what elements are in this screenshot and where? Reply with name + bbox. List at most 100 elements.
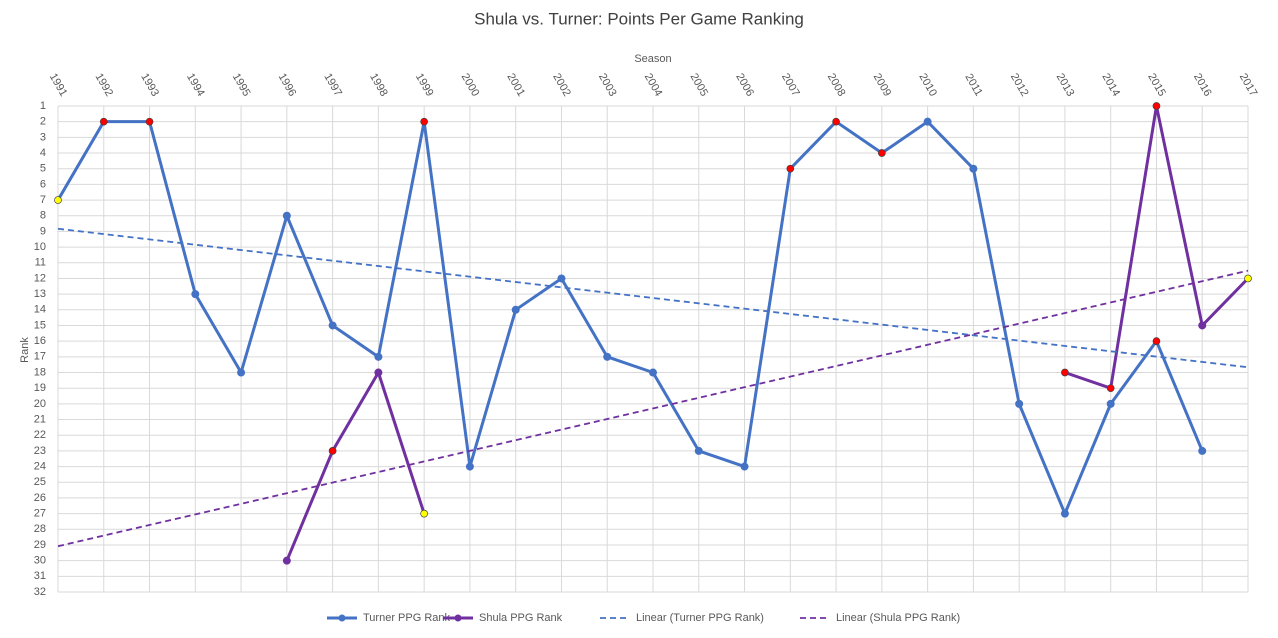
y-tick-label: 30 xyxy=(34,555,46,567)
y-tick-label: 1 xyxy=(40,100,46,112)
marker xyxy=(237,368,246,377)
x-tick-label: 2014 xyxy=(1099,71,1122,98)
y-tick-label: 2 xyxy=(40,116,46,128)
x-tick-label: 1996 xyxy=(276,71,299,98)
x-tick-label: 2017 xyxy=(1237,71,1260,98)
marker xyxy=(1198,321,1207,330)
marker xyxy=(511,305,520,314)
marker xyxy=(374,352,383,361)
legend-marker xyxy=(338,614,346,622)
x-tick-label: 1998 xyxy=(367,71,390,98)
y-tick-label: 20 xyxy=(34,398,46,410)
marker xyxy=(694,446,703,455)
y-tick-label: 7 xyxy=(40,194,46,206)
legend-marker xyxy=(454,614,462,622)
y-tick-label: 24 xyxy=(34,460,46,472)
y-tick-label: 17 xyxy=(34,351,46,363)
y-tick-label: 15 xyxy=(34,319,46,331)
y-tick-label: 29 xyxy=(34,539,46,551)
y-tick-label: 8 xyxy=(40,210,46,222)
x-tick-label: 1999 xyxy=(413,71,436,98)
marker xyxy=(282,556,291,565)
y-tick-label: 25 xyxy=(34,476,46,488)
x-tick-label: 2013 xyxy=(1054,71,1077,98)
marker xyxy=(54,196,62,204)
x-tick-label: 1993 xyxy=(138,71,161,98)
legend-label: Linear (Turner PPG Rank) xyxy=(636,612,764,624)
y-tick-label: 28 xyxy=(34,523,46,535)
series-line xyxy=(56,120,1204,516)
y-tick-label: 4 xyxy=(40,147,46,159)
marker xyxy=(1061,368,1069,377)
marker xyxy=(99,117,108,126)
chart-title: Shula vs. Turner: Points Per Game Rankin… xyxy=(474,9,804,28)
y-tick-label: 5 xyxy=(40,163,46,175)
marker xyxy=(420,117,429,126)
x-tick-label: 2004 xyxy=(642,71,665,98)
x-tick-label: 2009 xyxy=(871,71,894,98)
marker xyxy=(1060,509,1069,518)
y-tick-label: 14 xyxy=(34,304,46,316)
x-tick-label: 2000 xyxy=(459,71,482,98)
y-tick-label: 6 xyxy=(40,178,46,190)
marker xyxy=(740,462,749,471)
x-tick-label: 2005 xyxy=(688,71,711,98)
legend-label: Turner PPG Rank xyxy=(363,612,451,624)
x-tick-label: 2015 xyxy=(1145,71,1168,98)
y-tick-label: 13 xyxy=(34,288,46,300)
y-tick-label: 18 xyxy=(34,366,46,378)
marker xyxy=(328,321,337,330)
y-tick-label: 22 xyxy=(34,429,46,441)
marker xyxy=(145,117,154,126)
y-tick-label: 16 xyxy=(34,335,46,347)
x-tick-label: 1994 xyxy=(184,71,207,98)
y-tick-label: 26 xyxy=(34,492,46,504)
legend-label: Linear (Shula PPG Rank) xyxy=(836,612,960,624)
x-tick-label: 2003 xyxy=(596,71,619,98)
y-tick-label: 32 xyxy=(34,586,46,598)
marker xyxy=(557,274,566,283)
marker xyxy=(603,352,612,361)
x-axis-label: Season xyxy=(634,53,671,65)
marker xyxy=(923,117,932,126)
marker xyxy=(969,164,978,173)
marker xyxy=(282,211,291,220)
marker xyxy=(420,509,429,518)
x-tick-label: 2011 xyxy=(962,72,984,98)
y-axis-label: Rank xyxy=(19,337,31,363)
x-tick-label: 1997 xyxy=(321,71,344,98)
marker xyxy=(374,368,383,377)
marker xyxy=(191,290,200,299)
marker xyxy=(1015,399,1024,408)
x-tick-label: 2016 xyxy=(1191,71,1214,98)
x-tick-label: 1992 xyxy=(93,71,116,98)
y-tick-label: 11 xyxy=(35,257,46,269)
x-tick-label: 2010 xyxy=(916,71,939,98)
y-tick-label: 9 xyxy=(40,225,46,237)
y-tick-label: 21 xyxy=(34,413,46,425)
marker xyxy=(877,149,886,157)
y-tick-label: 10 xyxy=(34,241,46,253)
marker xyxy=(465,462,474,471)
marker xyxy=(832,117,840,126)
marker xyxy=(1198,446,1207,455)
x-tick-label: 1995 xyxy=(230,71,253,98)
marker xyxy=(786,164,795,173)
marker xyxy=(649,368,657,377)
y-tick-label: 27 xyxy=(34,508,46,520)
y-tick-label: 19 xyxy=(34,382,46,394)
legend-label: Shula PPG Rank xyxy=(479,612,563,624)
x-tick-label: 2012 xyxy=(1008,71,1031,98)
marker xyxy=(1152,337,1161,346)
y-tick-label: 12 xyxy=(34,272,46,284)
x-tick-label: 2002 xyxy=(550,71,573,98)
marker xyxy=(1106,399,1115,408)
trendline xyxy=(57,269,1249,548)
y-tick-label: 3 xyxy=(40,131,46,143)
marker xyxy=(1244,274,1252,283)
x-tick-label: 2008 xyxy=(825,71,848,98)
marker xyxy=(1106,384,1115,393)
x-tick-label: 2001 xyxy=(504,71,527,98)
